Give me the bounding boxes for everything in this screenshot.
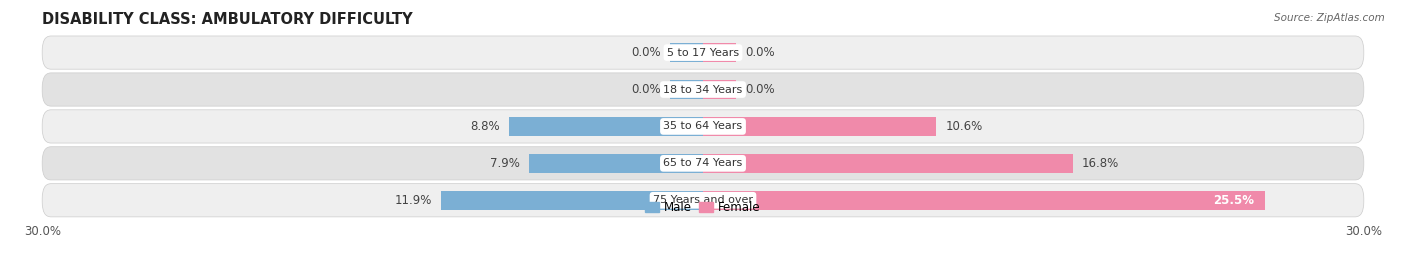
Bar xyxy=(669,80,703,99)
Bar xyxy=(703,80,737,99)
Bar xyxy=(703,43,737,62)
Text: 7.9%: 7.9% xyxy=(491,157,520,170)
Bar xyxy=(703,154,1073,173)
Text: 0.0%: 0.0% xyxy=(631,83,661,96)
Bar xyxy=(509,117,703,136)
Text: 25.5%: 25.5% xyxy=(1213,194,1254,207)
Text: 0.0%: 0.0% xyxy=(745,83,775,96)
Text: 65 to 74 Years: 65 to 74 Years xyxy=(664,158,742,168)
FancyBboxPatch shape xyxy=(42,147,1364,180)
Text: 10.6%: 10.6% xyxy=(945,120,983,133)
Text: 11.9%: 11.9% xyxy=(395,194,432,207)
Text: 75 Years and over: 75 Years and over xyxy=(652,195,754,205)
Text: 0.0%: 0.0% xyxy=(631,46,661,59)
Bar xyxy=(703,117,936,136)
Text: DISABILITY CLASS: AMBULATORY DIFFICULTY: DISABILITY CLASS: AMBULATORY DIFFICULTY xyxy=(42,12,413,27)
Text: 8.8%: 8.8% xyxy=(471,120,501,133)
Text: 18 to 34 Years: 18 to 34 Years xyxy=(664,84,742,94)
Text: Source: ZipAtlas.com: Source: ZipAtlas.com xyxy=(1274,13,1385,23)
Text: 35 to 64 Years: 35 to 64 Years xyxy=(664,121,742,132)
FancyBboxPatch shape xyxy=(42,36,1364,69)
Text: 0.0%: 0.0% xyxy=(745,46,775,59)
FancyBboxPatch shape xyxy=(42,110,1364,143)
Bar xyxy=(529,154,703,173)
FancyBboxPatch shape xyxy=(42,73,1364,106)
Bar xyxy=(669,43,703,62)
Text: 5 to 17 Years: 5 to 17 Years xyxy=(666,48,740,58)
FancyBboxPatch shape xyxy=(42,184,1364,217)
Text: 16.8%: 16.8% xyxy=(1081,157,1119,170)
Legend: Male, Female: Male, Female xyxy=(641,196,765,218)
Bar xyxy=(441,191,703,210)
Bar xyxy=(703,191,1264,210)
